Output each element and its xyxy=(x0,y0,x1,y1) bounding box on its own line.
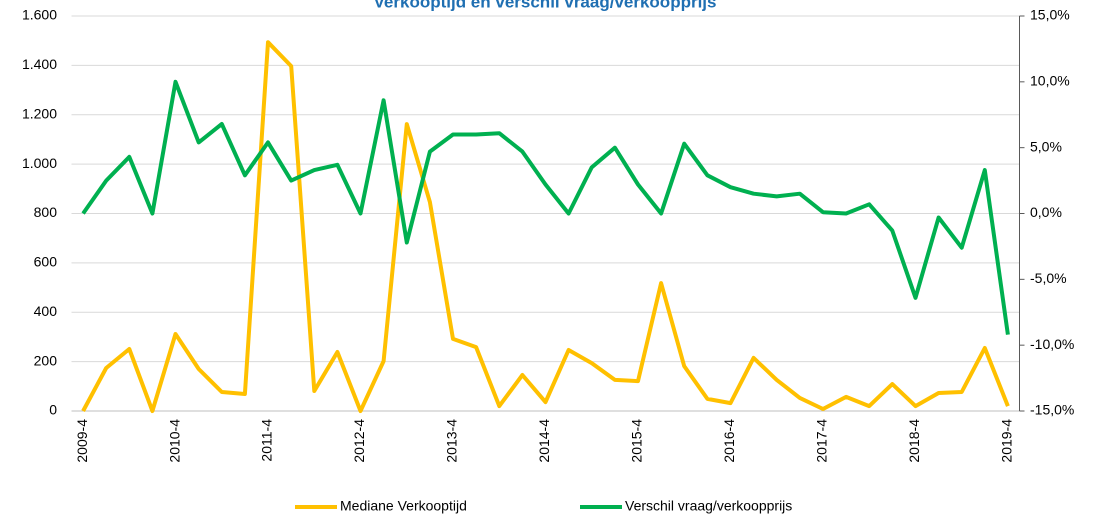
y-tick-label: 0 xyxy=(49,402,57,418)
x-tick-label: 2018-4 xyxy=(906,419,922,463)
x-tick-label: 2013-4 xyxy=(444,419,460,463)
y-tick-label: 1.400 xyxy=(22,56,57,72)
x-tick-label: 2014-4 xyxy=(536,419,552,463)
series-line xyxy=(81,79,1010,335)
series-line xyxy=(81,40,1010,413)
y2-tick-label: 15,0% xyxy=(1030,7,1070,23)
y-tick-label: 1.600 xyxy=(22,7,57,23)
legend-label: Verschil vraag/verkoopprijs xyxy=(625,498,792,514)
x-tick-label: 2012-4 xyxy=(351,419,367,463)
x-tick-label: 2009-4 xyxy=(74,419,90,463)
y-tick-label: 800 xyxy=(34,204,58,220)
x-tick-label: 2017-4 xyxy=(814,419,830,463)
y-tick-label: 1.200 xyxy=(22,105,57,121)
x-tick-label: 2016-4 xyxy=(721,419,737,463)
y-tick-label: 1.000 xyxy=(22,155,57,171)
x-tick-label: 2019-4 xyxy=(999,419,1015,463)
x-tick-label: 2015-4 xyxy=(629,419,645,463)
y2-tick-label: 5,0% xyxy=(1030,138,1062,154)
y2-tick-label: 10,0% xyxy=(1030,73,1070,89)
y2-tick-label: 0,0% xyxy=(1030,204,1062,220)
y2-tick-label: -5,0% xyxy=(1030,270,1067,286)
y-tick-label: 200 xyxy=(34,352,58,368)
chart-title: Verkooptijd en verschil vraag/verkooppri… xyxy=(374,0,717,11)
y2-tick-label: -15,0% xyxy=(1030,402,1074,418)
y-tick-label: 600 xyxy=(34,254,58,270)
x-tick-label: 2011-4 xyxy=(259,419,275,462)
y2-tick-label: -10,0% xyxy=(1030,336,1074,352)
x-tick-label: 2010-4 xyxy=(166,419,182,463)
y-tick-label: 400 xyxy=(34,303,58,319)
legend-label: Mediane Verkooptijd xyxy=(340,498,467,514)
